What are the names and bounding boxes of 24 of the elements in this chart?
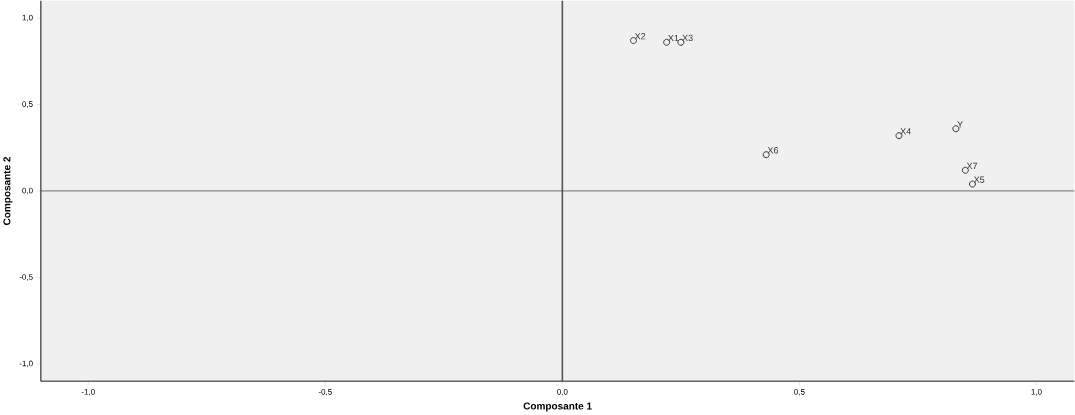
- x-axis-title: Composante 1: [523, 402, 592, 412]
- series-label: X5: [973, 176, 985, 183]
- y-tick-label: -0,5: [19, 274, 33, 281]
- x-tick-label: 1,0: [1031, 389, 1042, 396]
- point: [968, 180, 976, 188]
- series-label: X7: [966, 162, 978, 170]
- y-tick-label: 0,5: [22, 101, 33, 108]
- y-tick-label: 0,0: [22, 187, 33, 195]
- y-tick-label: 1,0: [22, 14, 33, 22]
- series-label: Y: [957, 121, 963, 128]
- series-label: X3: [682, 34, 693, 42]
- x-tick-label: -0,5: [318, 389, 332, 396]
- series-label: X4: [900, 128, 911, 135]
- series-label: X1: [668, 34, 679, 42]
- point: [762, 151, 770, 159]
- point: [961, 166, 969, 174]
- x-tick-label: 0,0: [557, 389, 568, 396]
- y-axis-title: Composante 2: [3, 157, 13, 226]
- series-label: X2: [634, 33, 646, 40]
- y-tick-label: -1,0: [19, 360, 33, 368]
- x-tick-label: 0,5: [794, 389, 805, 396]
- x-tick-label: -1,0: [81, 389, 95, 396]
- series-label: X6: [767, 147, 779, 154]
- point: [629, 37, 637, 45]
